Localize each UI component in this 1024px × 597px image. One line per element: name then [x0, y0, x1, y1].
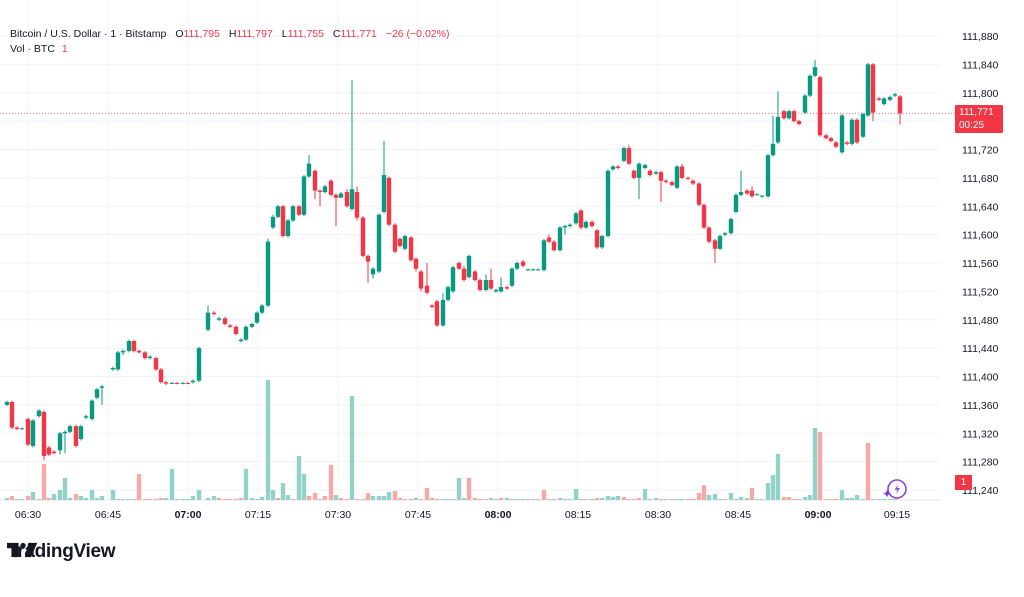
high-label: H	[228, 28, 237, 40]
ai-assistant-icon[interactable]	[883, 479, 907, 499]
open-value: 111,795	[183, 28, 220, 40]
time-tick-label: 07:30	[325, 509, 351, 521]
time-tick-label: 07:15	[245, 509, 271, 521]
volume-title[interactable]: Vol · BTC	[10, 43, 55, 55]
price-tick-label: 111,680	[962, 173, 999, 185]
close-label: C	[332, 28, 341, 40]
time-tick-label: 09:15	[884, 509, 910, 521]
candles	[4, 60, 903, 461]
tradingview-brand[interactable]: TradingView	[7, 541, 116, 563]
time-tick-label: 07:45	[405, 509, 431, 521]
volume-row: Vol · BTC 1	[10, 42, 449, 57]
chart-legend: Bitcoin / U.S. Dollar · 1 · Bitstamp O11…	[10, 27, 449, 57]
volume-value: 1	[61, 43, 68, 55]
time-axis[interactable]: 06:30 06:45 07:00 07:15 07:30 07:45 08:00 08:15…	[15, 509, 910, 521]
low-value: 111,755	[287, 28, 324, 40]
price-tick-label: 111,280	[962, 457, 999, 469]
symbol-title[interactable]: Bitcoin / U.S. Dollar · 1 · Bitstamp	[10, 28, 167, 40]
price-tick-label: 111,320	[962, 428, 999, 440]
price-tick-label: 111,800	[962, 88, 999, 100]
price-tick-label: 111,880	[962, 31, 999, 43]
time-tick-label: 08:45	[725, 509, 751, 521]
time-tick-label: 06:45	[95, 509, 121, 521]
price-tick-label: 111,520	[962, 286, 999, 298]
time-tick-label: 06:30	[15, 509, 41, 521]
last-price-tag: 111,771 00:25	[955, 105, 1003, 133]
close-value: 111,771	[340, 28, 377, 40]
grid-lines	[0, 0, 940, 501]
change-value: −26 (−0.02%)	[385, 28, 450, 40]
bar-countdown: 00:25	[959, 120, 985, 131]
time-tick-label: 08:00	[485, 509, 512, 521]
price-tick-label: 111,600	[962, 230, 999, 242]
price-tick-label: 111,640	[962, 201, 999, 213]
price-tick-label: 111,840	[962, 59, 999, 71]
time-tick-label: 08:30	[645, 509, 671, 521]
high-value: 111,797	[236, 28, 273, 40]
time-tick-label: 09:00	[805, 509, 832, 521]
chart-area[interactable]: 111,880 111,840 111,800 111,720 111,680 111,6…	[0, 0, 1024, 530]
volume-tag: 1	[955, 475, 972, 490]
volume-bars	[4, 380, 898, 500]
price-tick-label: 111,360	[962, 400, 999, 412]
last-price-value: 111,771	[959, 107, 994, 118]
price-tick-label: 111,720	[962, 145, 999, 157]
price-tick-label: 111,400	[962, 372, 999, 384]
candlestick-chart[interactable]: 111,880 111,840 111,800 111,720 111,680 111,6…	[0, 0, 1024, 530]
price-tick-label: 111,440	[962, 343, 999, 355]
low-label: L	[281, 28, 288, 40]
price-axis[interactable]: 111,880 111,840 111,800 111,720 111,680 111,6…	[962, 31, 999, 497]
price-tick-label: 111,560	[962, 258, 999, 270]
tradingview-logo-icon	[7, 542, 38, 558]
price-tick-label: 111,480	[962, 315, 999, 327]
open-label: O	[175, 28, 184, 40]
ohlc-row: Bitcoin / U.S. Dollar · 1 · Bitstamp O11…	[10, 27, 449, 42]
time-tick-label: 07:00	[175, 509, 202, 521]
time-tick-label: 08:15	[565, 509, 591, 521]
